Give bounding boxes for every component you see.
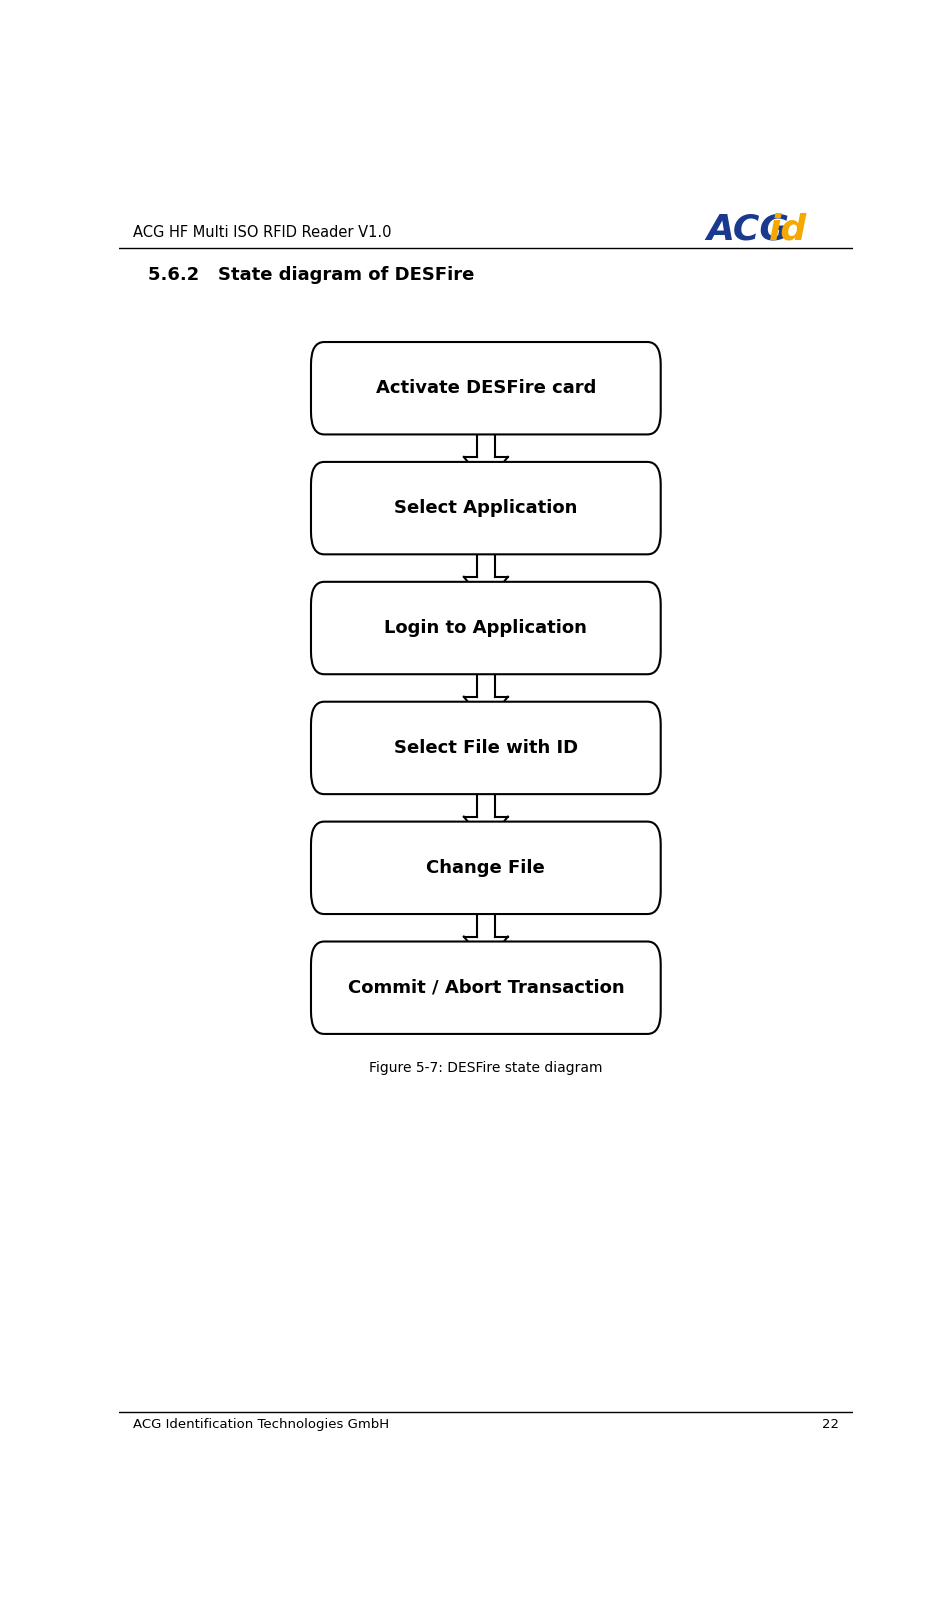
Text: Select File with ID: Select File with ID xyxy=(393,740,578,757)
Text: Commit / Abort Transaction: Commit / Abort Transaction xyxy=(348,978,624,996)
Text: ACG: ACG xyxy=(706,212,790,247)
Text: Activate DESFire card: Activate DESFire card xyxy=(375,380,596,397)
Text: Change File: Change File xyxy=(427,858,545,878)
Text: id: id xyxy=(769,212,807,247)
Text: ACG Identification Technologies GmbH: ACG Identification Technologies GmbH xyxy=(133,1418,390,1431)
Text: 5.6.2   State diagram of DESFire: 5.6.2 State diagram of DESFire xyxy=(148,266,474,284)
Text: Select Application: Select Application xyxy=(394,500,577,517)
FancyBboxPatch shape xyxy=(311,342,661,435)
FancyBboxPatch shape xyxy=(311,702,661,795)
FancyBboxPatch shape xyxy=(311,822,661,915)
Text: ACG HF Multi ISO RFID Reader V1.0: ACG HF Multi ISO RFID Reader V1.0 xyxy=(133,224,392,240)
FancyBboxPatch shape xyxy=(311,462,661,555)
Text: Figure 5-7: DESFire state diagram: Figure 5-7: DESFire state diagram xyxy=(369,1061,603,1075)
FancyBboxPatch shape xyxy=(311,582,661,675)
FancyBboxPatch shape xyxy=(311,941,661,1033)
Text: Login to Application: Login to Application xyxy=(384,620,588,637)
Text: 22: 22 xyxy=(822,1418,839,1431)
